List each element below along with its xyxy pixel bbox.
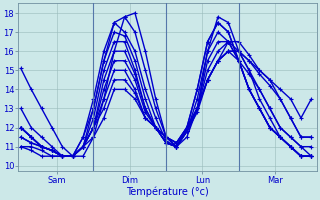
X-axis label: Température (°c): Température (°c): [126, 186, 209, 197]
